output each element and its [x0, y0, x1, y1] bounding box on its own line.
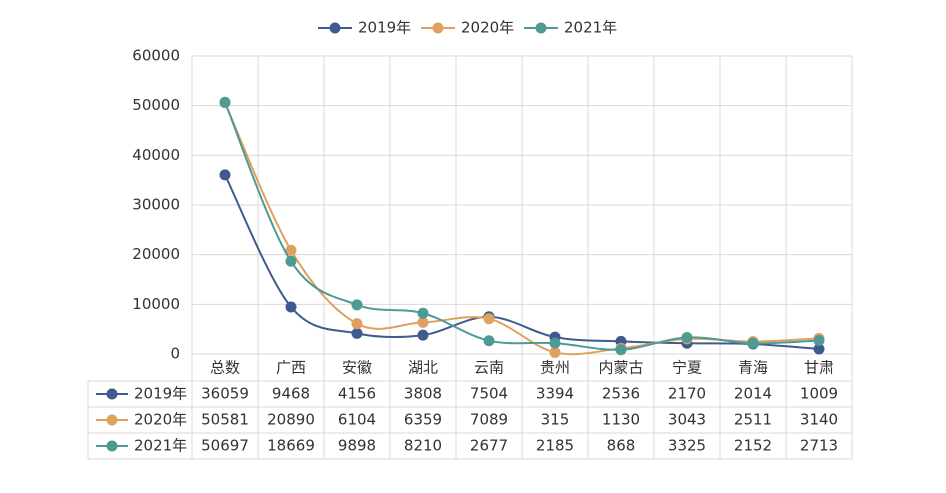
- data-point: [681, 331, 693, 343]
- legend-label: 2020年: [461, 19, 514, 37]
- table-cell: 1009: [800, 385, 838, 403]
- table-cell: 2713: [800, 437, 838, 455]
- data-point: [351, 299, 363, 311]
- table-cell: 3394: [536, 385, 574, 403]
- data-point: [285, 255, 297, 267]
- table-cell: 2185: [536, 437, 574, 455]
- data-point: [483, 335, 495, 347]
- y-tick-label: 60000: [132, 47, 180, 65]
- table-cell: 9898: [338, 437, 376, 455]
- table-cell: 18669: [267, 437, 315, 455]
- table-cell: 3808: [404, 385, 442, 403]
- table-row-label: 2020年: [134, 411, 187, 429]
- y-tick-label: 50000: [132, 96, 180, 114]
- data-point: [549, 337, 561, 349]
- table-cell: 50697: [201, 437, 249, 455]
- data-point: [417, 316, 429, 328]
- table-cell: 2511: [734, 411, 772, 429]
- y-tick-label: 40000: [132, 146, 180, 164]
- data-point: [285, 244, 297, 256]
- legend-marker: [106, 440, 118, 452]
- table-cell: 2014: [734, 385, 772, 403]
- x-tick-label: 广西: [276, 359, 306, 377]
- y-tick-label: 30000: [132, 196, 180, 214]
- legend-marker: [329, 22, 341, 34]
- data-point: [219, 96, 231, 108]
- table-cell: 4156: [338, 385, 376, 403]
- data-point: [813, 335, 825, 347]
- x-tick-label: 甘肃: [804, 359, 834, 377]
- table-cell: 7504: [470, 385, 508, 403]
- table-cell: 2170: [668, 385, 706, 403]
- data-point: [483, 313, 495, 325]
- data-point: [813, 343, 825, 355]
- data-point: [285, 301, 297, 313]
- table-cell: 315: [541, 411, 570, 429]
- table-cell: 2536: [602, 385, 640, 403]
- y-tick-label: 0: [170, 345, 180, 363]
- legend-marker: [432, 22, 444, 34]
- y-tick-label: 10000: [132, 295, 180, 313]
- table-cell: 7089: [470, 411, 508, 429]
- x-tick-label: 内蒙古: [598, 359, 643, 377]
- table-cell: 6359: [404, 411, 442, 429]
- y-tick-label: 20000: [132, 245, 180, 263]
- legend-marker: [535, 22, 547, 34]
- data-point: [417, 307, 429, 319]
- table-cell: 8210: [404, 437, 442, 455]
- table-cell: 3140: [800, 411, 838, 429]
- table-cell: 868: [607, 437, 636, 455]
- table-cell: 3325: [668, 437, 706, 455]
- table-cell: 50581: [201, 411, 249, 429]
- table-cell: 9468: [272, 385, 310, 403]
- data-point: [747, 337, 759, 349]
- table-cell: 36059: [201, 385, 249, 403]
- data-point: [615, 344, 627, 356]
- series-line: [224, 101, 820, 351]
- table-cell: 6104: [338, 411, 376, 429]
- legend-marker: [106, 414, 118, 426]
- x-tick-label: 湖北: [408, 359, 438, 377]
- data-point: [351, 327, 363, 339]
- legend-label: 2021年: [564, 19, 617, 37]
- x-tick-label: 青海: [738, 359, 768, 377]
- x-tick-label: 云南: [474, 359, 504, 377]
- data-point: [549, 346, 561, 358]
- legend-marker: [106, 388, 118, 400]
- table-cell: 20890: [267, 411, 315, 429]
- x-tick-label: 贵州: [540, 359, 570, 377]
- table-row-label: 2019年: [134, 385, 187, 403]
- x-tick-label: 总数: [210, 359, 240, 377]
- data-point: [351, 318, 363, 330]
- table-cell: 1130: [602, 411, 640, 429]
- series-line: [224, 174, 820, 350]
- table-row-label: 2021年: [134, 437, 187, 455]
- data-point: [219, 169, 231, 181]
- legend-label: 2019年: [358, 19, 411, 37]
- table-cell: 2152: [734, 437, 772, 455]
- table-cell: 2677: [470, 437, 508, 455]
- x-tick-label: 宁夏: [672, 359, 702, 377]
- data-point: [417, 329, 429, 341]
- table-cell: 3043: [668, 411, 706, 429]
- x-tick-label: 安徽: [342, 359, 372, 377]
